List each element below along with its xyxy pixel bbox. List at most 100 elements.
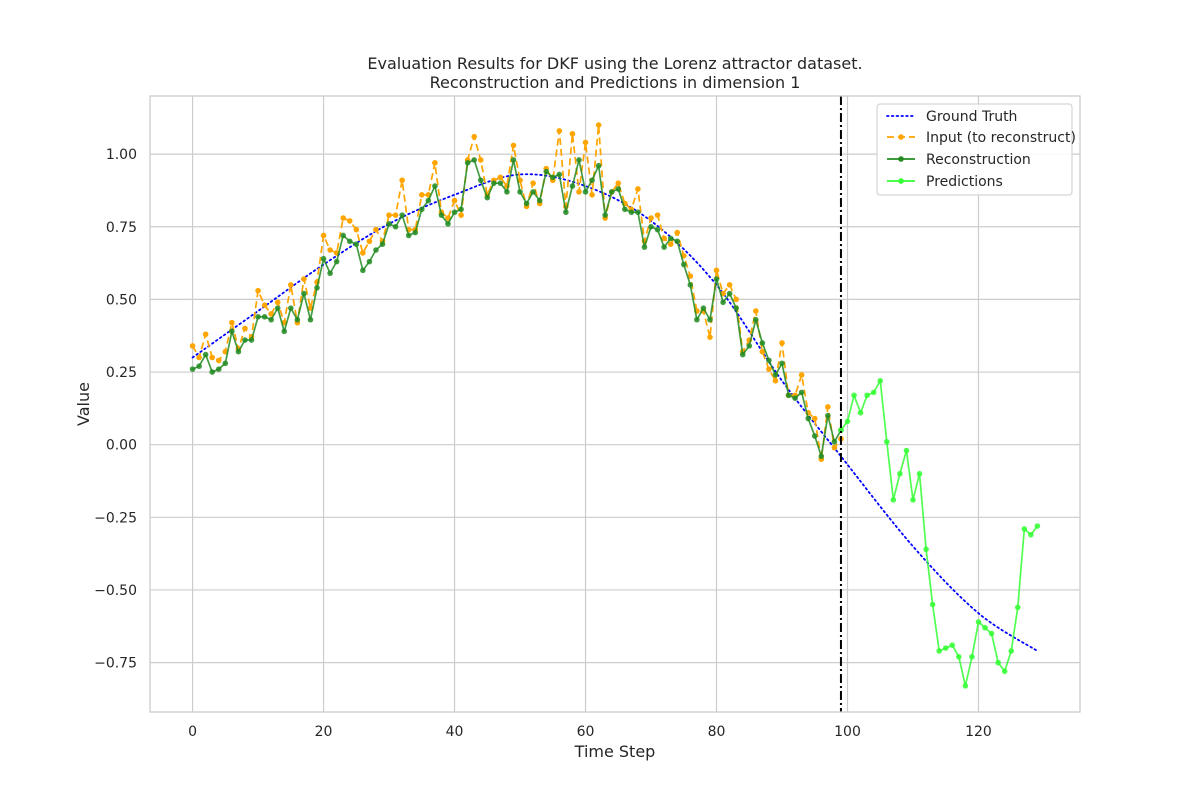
point-input — [726, 282, 733, 288]
y-tick-label: 1.00 — [106, 147, 137, 163]
point-predictions — [890, 497, 897, 503]
point-input — [648, 215, 654, 221]
point-input — [373, 226, 379, 233]
y-tick-label: 0.00 — [106, 438, 137, 454]
x-tick-label: 0 — [188, 724, 197, 740]
point-reconstruction — [196, 363, 202, 370]
point-reconstruction — [438, 212, 445, 218]
point-input — [471, 133, 477, 140]
point-reconstruction — [373, 247, 379, 253]
legend-marker-input — [898, 134, 904, 140]
point-reconstruction — [622, 206, 628, 213]
y-tick-label: 0.75 — [106, 220, 137, 236]
point-input — [261, 302, 268, 309]
point-predictions — [1008, 648, 1015, 654]
point-reconstruction — [805, 415, 812, 422]
point-reconstruction — [353, 241, 360, 247]
point-reconstruction — [379, 241, 386, 247]
point-input — [497, 174, 504, 181]
point-reconstruction — [707, 316, 713, 323]
legend-label-input: Input (to reconstruct) — [926, 130, 1076, 146]
point-input — [811, 415, 818, 422]
point-input — [458, 212, 464, 218]
series-line-input — [191, 124, 842, 461]
point-reconstruction — [327, 270, 333, 277]
point-input — [386, 212, 392, 218]
point-input — [589, 191, 595, 198]
point-reconstruction — [700, 305, 707, 311]
point-reconstruction — [248, 337, 255, 343]
point-reconstruction — [772, 372, 779, 378]
x-axis-label: Time Step — [574, 742, 656, 761]
point-reconstruction — [268, 316, 274, 323]
point-input — [229, 319, 235, 326]
point-reconstruction — [615, 186, 622, 192]
x-tick-label: 80 — [708, 724, 726, 740]
point-input — [753, 308, 759, 314]
point-predictions — [851, 392, 857, 399]
point-reconstruction — [471, 157, 477, 163]
point-predictions — [995, 659, 1001, 666]
point-input — [346, 218, 353, 224]
point-predictions — [916, 470, 923, 477]
point-reconstruction — [477, 177, 484, 184]
point-reconstruction — [255, 314, 261, 320]
point-input — [713, 267, 720, 274]
point-predictions — [923, 546, 929, 553]
point-predictions — [844, 418, 851, 425]
point-predictions — [910, 497, 916, 503]
point-reconstruction — [405, 232, 412, 239]
point-predictions — [1034, 523, 1041, 529]
point-predictions — [975, 619, 982, 625]
point-reconstruction — [209, 369, 216, 375]
point-input — [320, 232, 327, 239]
point-reconstruction — [674, 238, 681, 245]
point-reconstruction — [346, 238, 353, 245]
y-tick-label: 0.50 — [106, 292, 137, 308]
point-reconstruction — [785, 392, 792, 399]
point-reconstruction — [680, 261, 687, 268]
legend-label-reconstruction: Reconstruction — [926, 152, 1031, 168]
point-reconstruction — [412, 229, 419, 236]
point-predictions — [1014, 604, 1021, 611]
point-predictions — [883, 438, 890, 445]
point-reconstruction — [510, 157, 517, 163]
point-reconstruction — [235, 348, 242, 355]
point-input — [340, 215, 347, 221]
point-input — [301, 276, 307, 282]
point-reconstruction — [497, 180, 504, 186]
point-input — [268, 311, 274, 317]
point-reconstruction — [320, 255, 327, 262]
x-tick-label: 100 — [834, 724, 861, 740]
point-reconstruction — [445, 221, 451, 227]
point-reconstruction — [314, 284, 320, 291]
y-tick-label: −0.75 — [94, 656, 137, 672]
point-input — [779, 340, 785, 346]
point-input — [798, 372, 805, 378]
point-reconstruction — [301, 290, 307, 297]
point-input — [595, 122, 602, 128]
point-reconstruction — [818, 453, 825, 460]
point-reconstruction — [648, 223, 654, 230]
point-input — [242, 325, 248, 332]
point-reconstruction — [288, 305, 294, 311]
y-tick-label: 0.25 — [106, 365, 137, 381]
point-reconstruction — [215, 366, 222, 372]
legend-label-predictions: Predictions — [926, 174, 1003, 190]
point-input — [432, 160, 438, 166]
legend-box — [876, 103, 1073, 196]
point-predictions — [929, 601, 936, 608]
point-input — [707, 334, 713, 340]
point-reconstruction — [242, 337, 248, 343]
point-input — [576, 189, 582, 195]
point-input — [825, 404, 831, 410]
point-input — [274, 299, 281, 306]
point-reconstruction — [733, 305, 739, 311]
point-reconstruction — [831, 438, 838, 445]
chart-title: Evaluation Results for DKF using the Lor… — [367, 54, 862, 73]
point-input — [733, 296, 739, 303]
point-reconstruction — [563, 209, 569, 216]
point-reconstruction — [753, 316, 759, 323]
point-reconstruction — [687, 282, 694, 288]
x-tick-label: 20 — [315, 724, 333, 740]
